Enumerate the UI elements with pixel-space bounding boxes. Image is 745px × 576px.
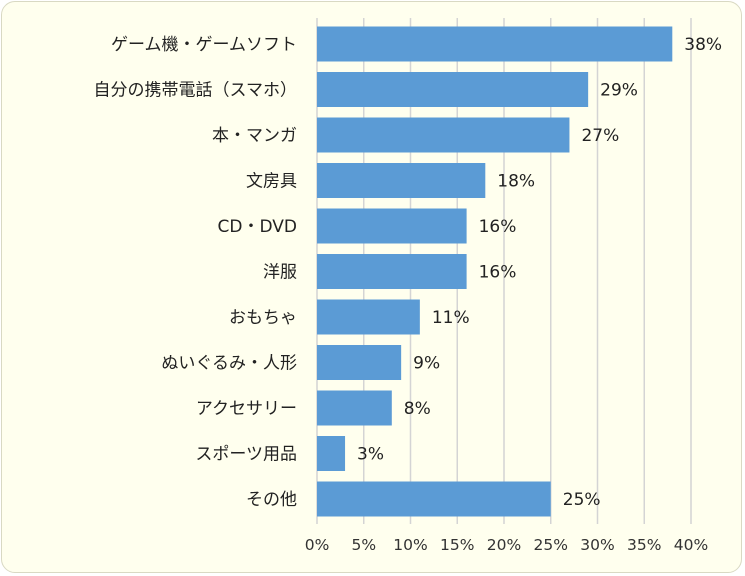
x-tick-label: 25%: [534, 536, 568, 554]
bar: [317, 345, 402, 380]
data-labels: 38% 29% 27% 18% 16% 16% 11% 9% 8% 3% 25%: [357, 35, 722, 510]
bar: [317, 208, 467, 244]
category-label: その他: [246, 490, 297, 510]
category-label: 洋服: [263, 263, 297, 283]
data-label: 16%: [479, 217, 517, 237]
data-label: 27%: [581, 126, 619, 146]
bar: [317, 254, 467, 289]
bar: [317, 390, 392, 426]
x-tick-label: 20%: [487, 536, 521, 554]
bar: [317, 163, 486, 198]
data-label: 18%: [497, 172, 535, 192]
category-label: 文房具: [246, 172, 297, 192]
bar: [317, 117, 570, 153]
x-axis-tick-labels: 0% 5% 10% 15% 20% 25% 30% 35% 40%: [305, 536, 709, 554]
category-label: おもちゃ: [229, 308, 297, 328]
data-label: 9%: [413, 354, 440, 374]
data-label: 25%: [563, 490, 601, 510]
bar: [317, 72, 589, 107]
x-tick-label: 30%: [580, 536, 614, 554]
bar: [317, 299, 420, 335]
bar: [317, 436, 346, 471]
x-tick-label: 15%: [440, 536, 474, 554]
category-label: CD・DVD: [218, 217, 297, 237]
bar: [317, 481, 551, 517]
category-label: アクセサリー: [196, 399, 297, 419]
category-label: 本・マンガ: [212, 126, 297, 146]
category-label: スポーツ用品: [195, 445, 297, 465]
x-tick-label: 10%: [393, 536, 427, 554]
x-tick-label: 0%: [305, 536, 330, 554]
data-label: 16%: [479, 263, 517, 283]
data-label: 29%: [600, 81, 638, 101]
data-label: 11%: [432, 308, 470, 328]
category-label: 自分の携帯電話（スマホ）: [94, 81, 298, 101]
data-label: 8%: [404, 399, 431, 419]
bar: [317, 26, 673, 62]
data-label: 3%: [357, 445, 384, 465]
category-label: ゲーム機・ゲームソフト: [111, 35, 297, 55]
bars: [317, 26, 673, 517]
x-tick-label: 40%: [674, 536, 708, 554]
data-label: 38%: [684, 35, 722, 55]
x-tick-label: 35%: [627, 536, 661, 554]
category-label: ぬいぐるみ・人形: [161, 354, 297, 374]
x-tick-label: 5%: [351, 536, 376, 554]
